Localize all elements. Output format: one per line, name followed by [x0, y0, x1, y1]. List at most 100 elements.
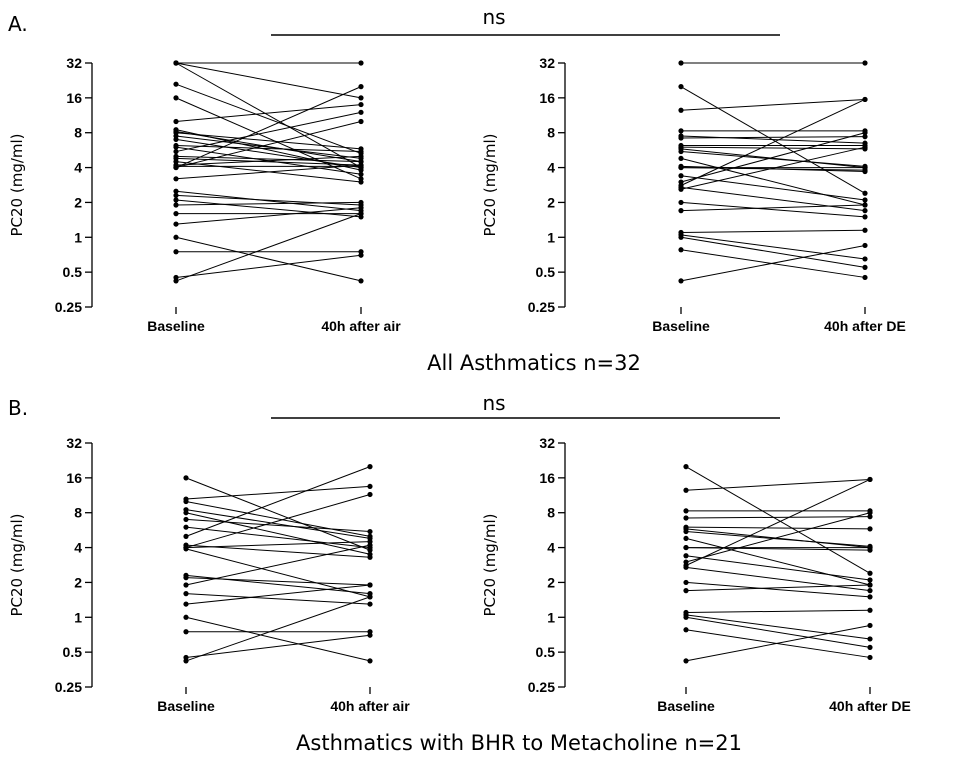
- baseline-point: [683, 526, 689, 532]
- baseline-point: [173, 249, 179, 255]
- baseline-point: [173, 60, 179, 66]
- y-axis-label: PC20 (mg/ml): [8, 133, 26, 236]
- baseline-point: [183, 614, 189, 620]
- paired-line: [175, 155, 362, 163]
- baseline-point: [183, 629, 189, 635]
- followup-point: [862, 274, 868, 281]
- baseline-point: [183, 533, 189, 539]
- baseline-point: [683, 464, 689, 470]
- baseline-point: [683, 487, 689, 493]
- paired-line: [680, 186, 866, 212]
- followup-point: [867, 526, 873, 532]
- followup-point: [862, 130, 868, 136]
- baseline-point: [173, 148, 179, 155]
- followup-point: [867, 514, 873, 520]
- paired-line: [175, 129, 362, 171]
- y-tick-label: 1: [74, 609, 82, 625]
- followup-point: [867, 607, 873, 613]
- paired-line: [175, 132, 362, 150]
- baseline-point: [183, 575, 189, 581]
- followup-point: [862, 202, 868, 208]
- y-tick-label: 2: [74, 574, 82, 590]
- followup-point: [867, 654, 873, 661]
- baseline-point: [678, 128, 684, 134]
- x-tick-label: 40h after DE: [829, 698, 911, 714]
- followup-point: [367, 535, 373, 542]
- followup-point: [367, 554, 373, 560]
- baseline-point: [173, 163, 179, 169]
- baseline-point: [683, 564, 689, 570]
- paired-line: [185, 466, 371, 537]
- baseline-point: [183, 475, 189, 481]
- paired-line: [185, 616, 371, 662]
- baseline-point: [173, 95, 179, 101]
- paired-line: [185, 548, 371, 598]
- paired-line: [175, 62, 362, 169]
- paired-line: [175, 213, 362, 282]
- followup-point: [867, 622, 873, 629]
- paired-line: [685, 479, 871, 566]
- baseline-point: [683, 588, 689, 594]
- paired-line: [175, 135, 362, 159]
- baseline-point: [683, 553, 689, 559]
- paired-line: [175, 254, 362, 278]
- x-tick-label: Baseline: [147, 318, 205, 334]
- x-tick-label: Baseline: [157, 698, 215, 714]
- paired-line: [680, 151, 866, 167]
- followup-point: [867, 636, 873, 642]
- paired-line: [175, 155, 362, 166]
- baseline-point: [683, 515, 689, 521]
- paired-line: [175, 194, 362, 206]
- baseline-point: [173, 127, 179, 133]
- paired-line: [175, 62, 362, 99]
- paired-line: [185, 493, 371, 549]
- baseline-point: [683, 535, 689, 542]
- paired-line: [175, 207, 362, 225]
- followup-point: [358, 60, 364, 66]
- paired-line: [685, 581, 871, 598]
- y-tick-label: 32: [66, 55, 82, 71]
- paired-line: [685, 526, 871, 530]
- paired-line: [680, 146, 866, 190]
- y-axis-label: PC20 (mg/ml): [481, 513, 499, 616]
- paired-line: [175, 83, 362, 154]
- y-tick-label: 0.25: [55, 299, 82, 315]
- paired-line: [685, 531, 871, 547]
- followup-point: [367, 658, 373, 664]
- y-tick-label: 0.25: [55, 679, 82, 695]
- paired-line: [175, 157, 362, 166]
- y-tick-label: 2: [547, 574, 555, 590]
- paired-line: [680, 98, 866, 111]
- baseline-point: [678, 247, 684, 253]
- baseline-point: [183, 507, 189, 513]
- baseline-point: [683, 627, 689, 633]
- followup-point: [358, 101, 364, 108]
- baseline-point: [173, 278, 179, 284]
- paired-line: [685, 609, 871, 613]
- followup-point: [358, 163, 364, 169]
- followup-point: [358, 252, 364, 258]
- y-tick-label: 8: [74, 505, 82, 521]
- followup-point: [867, 577, 873, 583]
- paired-line: [680, 234, 866, 260]
- followup-point: [367, 594, 373, 600]
- followup-point: [358, 199, 364, 206]
- paired-line: [685, 466, 871, 574]
- followup-point: [367, 601, 373, 607]
- followup-point: [358, 171, 364, 177]
- section-a-significance: ns: [482, 5, 505, 29]
- x-tick-label: Baseline: [652, 318, 710, 334]
- section-a-label: A.: [8, 12, 28, 36]
- paired-line: [680, 132, 866, 183]
- followup-point: [862, 164, 868, 171]
- plot-b-air: 32 16 8 4 2 1 0.5 0.25 PC20 (mg/ml) Baseline 40h a…: [8, 435, 410, 714]
- baseline-point: [683, 579, 689, 586]
- baseline-point: [678, 208, 684, 214]
- plot-b-de: 32 16 8 4 2 1 0.5 0.25 PC20 (mg/ml) Baseline 40h a…: [481, 435, 911, 714]
- paired-line: [185, 544, 371, 586]
- y-tick-label: 8: [547, 125, 555, 141]
- followup-point: [862, 190, 868, 196]
- y-tick-label: 2: [547, 194, 555, 210]
- followup-point: [867, 544, 873, 551]
- y-axis-label: PC20 (mg/ml): [8, 513, 26, 616]
